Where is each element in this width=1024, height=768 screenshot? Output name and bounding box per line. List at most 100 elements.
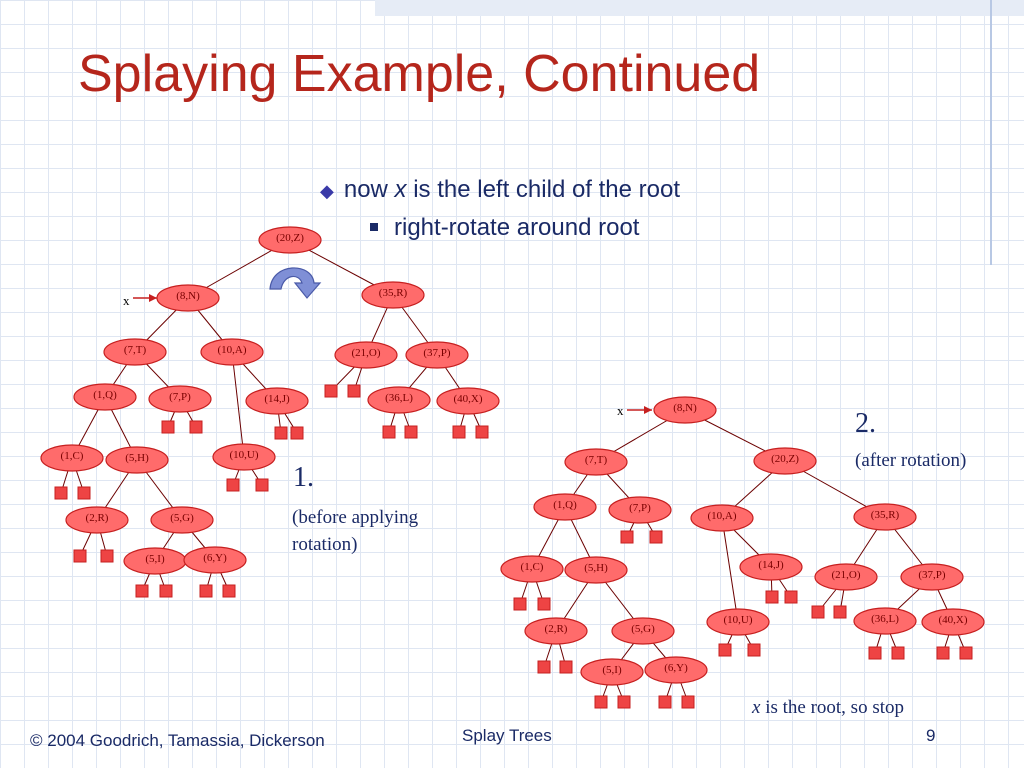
before-external-leaf xyxy=(161,420,175,434)
before-tree-node xyxy=(73,383,137,411)
after-tree-node xyxy=(921,608,985,636)
after-external-leaf xyxy=(936,646,950,660)
before-external-leaf xyxy=(475,425,489,439)
bullet-now-x: ◆ now x is the left child of the root xyxy=(320,176,680,204)
before-external-leaf xyxy=(159,584,173,598)
after-tree-node xyxy=(753,447,817,475)
before-edge xyxy=(231,351,245,458)
right-decoration-line xyxy=(990,0,992,265)
before-x-pointer-label: x xyxy=(123,293,130,308)
after-tree-node xyxy=(900,563,964,591)
before-external-leaf xyxy=(199,584,213,598)
before-caption: (before applying rotation) xyxy=(292,504,418,558)
after-node-label: (1,C) xyxy=(521,561,544,573)
after-external-leaf xyxy=(559,660,573,674)
before-external-leaf xyxy=(255,478,269,492)
after-caption: (after rotation) xyxy=(855,450,967,471)
before-node-label: (10,A) xyxy=(217,344,246,356)
before-tree-node xyxy=(334,341,398,369)
before-tree-node xyxy=(245,387,309,415)
before-tree-node xyxy=(148,385,212,413)
after-node-label: (6,Y) xyxy=(664,662,688,674)
before-external-leaf xyxy=(222,584,236,598)
after-external-leaf xyxy=(658,695,672,709)
before-caption-line1: (before applying xyxy=(292,507,419,528)
after-external-leaf xyxy=(811,605,825,619)
before-node-label: (8,N) xyxy=(176,290,200,302)
before-tree-node xyxy=(156,284,220,312)
after-external-leaf xyxy=(718,643,732,657)
after-external-leaf xyxy=(617,695,631,709)
diamond-bullet-icon: ◆ xyxy=(320,181,334,201)
top-decoration-band xyxy=(375,0,1024,16)
after-tree-node xyxy=(853,607,917,635)
after-external-leaf xyxy=(681,695,695,709)
before-external-leaf xyxy=(135,584,149,598)
after-tree-node xyxy=(524,617,588,645)
after-node-label: (21,O) xyxy=(831,569,860,581)
after-external-leaf xyxy=(891,646,905,660)
after-node-label: (35,R) xyxy=(871,509,900,521)
after-node-label: (7,T) xyxy=(585,454,608,466)
after-external-leaf xyxy=(959,646,973,660)
bullet-text-post: is the left child of the root xyxy=(406,176,681,203)
before-external-leaf xyxy=(189,420,203,434)
before-tree-node xyxy=(150,506,214,534)
bullet-right-rotate: right-rotate around root xyxy=(370,214,639,242)
rotate-right-icon xyxy=(269,267,322,299)
before-tree-node xyxy=(405,341,469,369)
before-node-label: (2,R) xyxy=(86,512,109,524)
after-x-pointer-label: x xyxy=(617,403,624,418)
after-external-leaf xyxy=(537,597,551,611)
before-node-label: (5,I) xyxy=(145,553,165,565)
before-external-leaf xyxy=(290,426,304,440)
before-external-leaf xyxy=(347,384,361,398)
before-tree-node xyxy=(258,226,322,254)
before-node-label: (20,Z) xyxy=(276,232,304,244)
before-node-label: (36,L) xyxy=(385,392,413,404)
after-tree-node xyxy=(533,493,597,521)
after-external-leaf xyxy=(784,590,798,604)
after-external-leaf xyxy=(513,597,527,611)
before-external-leaf xyxy=(73,549,87,563)
slide-title: Splaying Example, Continued xyxy=(78,45,761,103)
before-node-label: (7,T) xyxy=(124,344,147,356)
after-tree-node xyxy=(644,656,708,684)
before-node-label: (6,Y) xyxy=(203,552,227,564)
after-node-label: (36,L) xyxy=(871,613,899,625)
after-node-label: (20,Z) xyxy=(771,453,799,465)
before-step-number: 1. xyxy=(293,462,314,493)
before-tree-node xyxy=(183,546,247,574)
after-node-label: (2,R) xyxy=(545,623,568,635)
after-tree-node xyxy=(564,448,628,476)
footer-topic: Splay Trees xyxy=(462,726,552,745)
after-tree-node xyxy=(690,504,754,532)
after-tree-node xyxy=(814,563,878,591)
before-node-label: (5,G) xyxy=(170,512,194,524)
after-node-label: (7,P) xyxy=(629,502,651,514)
after-external-leaf xyxy=(594,695,608,709)
after-node-label: (37,P) xyxy=(918,569,946,581)
before-x-pointer-arrowhead xyxy=(149,294,157,302)
after-external-leaf xyxy=(537,660,551,674)
after-node-label: (5,G) xyxy=(631,623,655,635)
stop-note: x is the root, so stop xyxy=(752,697,904,719)
before-node-label: (1,Q) xyxy=(93,389,117,401)
after-node-label: (5,I) xyxy=(602,664,622,676)
before-node-label: (1,C) xyxy=(61,450,84,462)
after-tree-node xyxy=(580,658,644,686)
before-node-label: (10,U) xyxy=(229,449,258,461)
before-external-leaf xyxy=(274,426,288,440)
after-x-pointer-arrowhead xyxy=(644,406,652,414)
before-external-leaf xyxy=(54,486,68,500)
after-node-label: (5,H) xyxy=(584,562,608,574)
after-external-leaf xyxy=(868,646,882,660)
before-node-label: (7,P) xyxy=(169,391,191,403)
after-external-leaf xyxy=(620,530,634,544)
before-external-leaf xyxy=(100,549,114,563)
footer-copyright: © 2004 Goodrich, Tamassia, Dickerson xyxy=(30,731,325,750)
before-tree-node xyxy=(65,506,129,534)
after-node-label: (1,Q) xyxy=(553,499,577,511)
square-bullet-icon xyxy=(370,222,378,231)
